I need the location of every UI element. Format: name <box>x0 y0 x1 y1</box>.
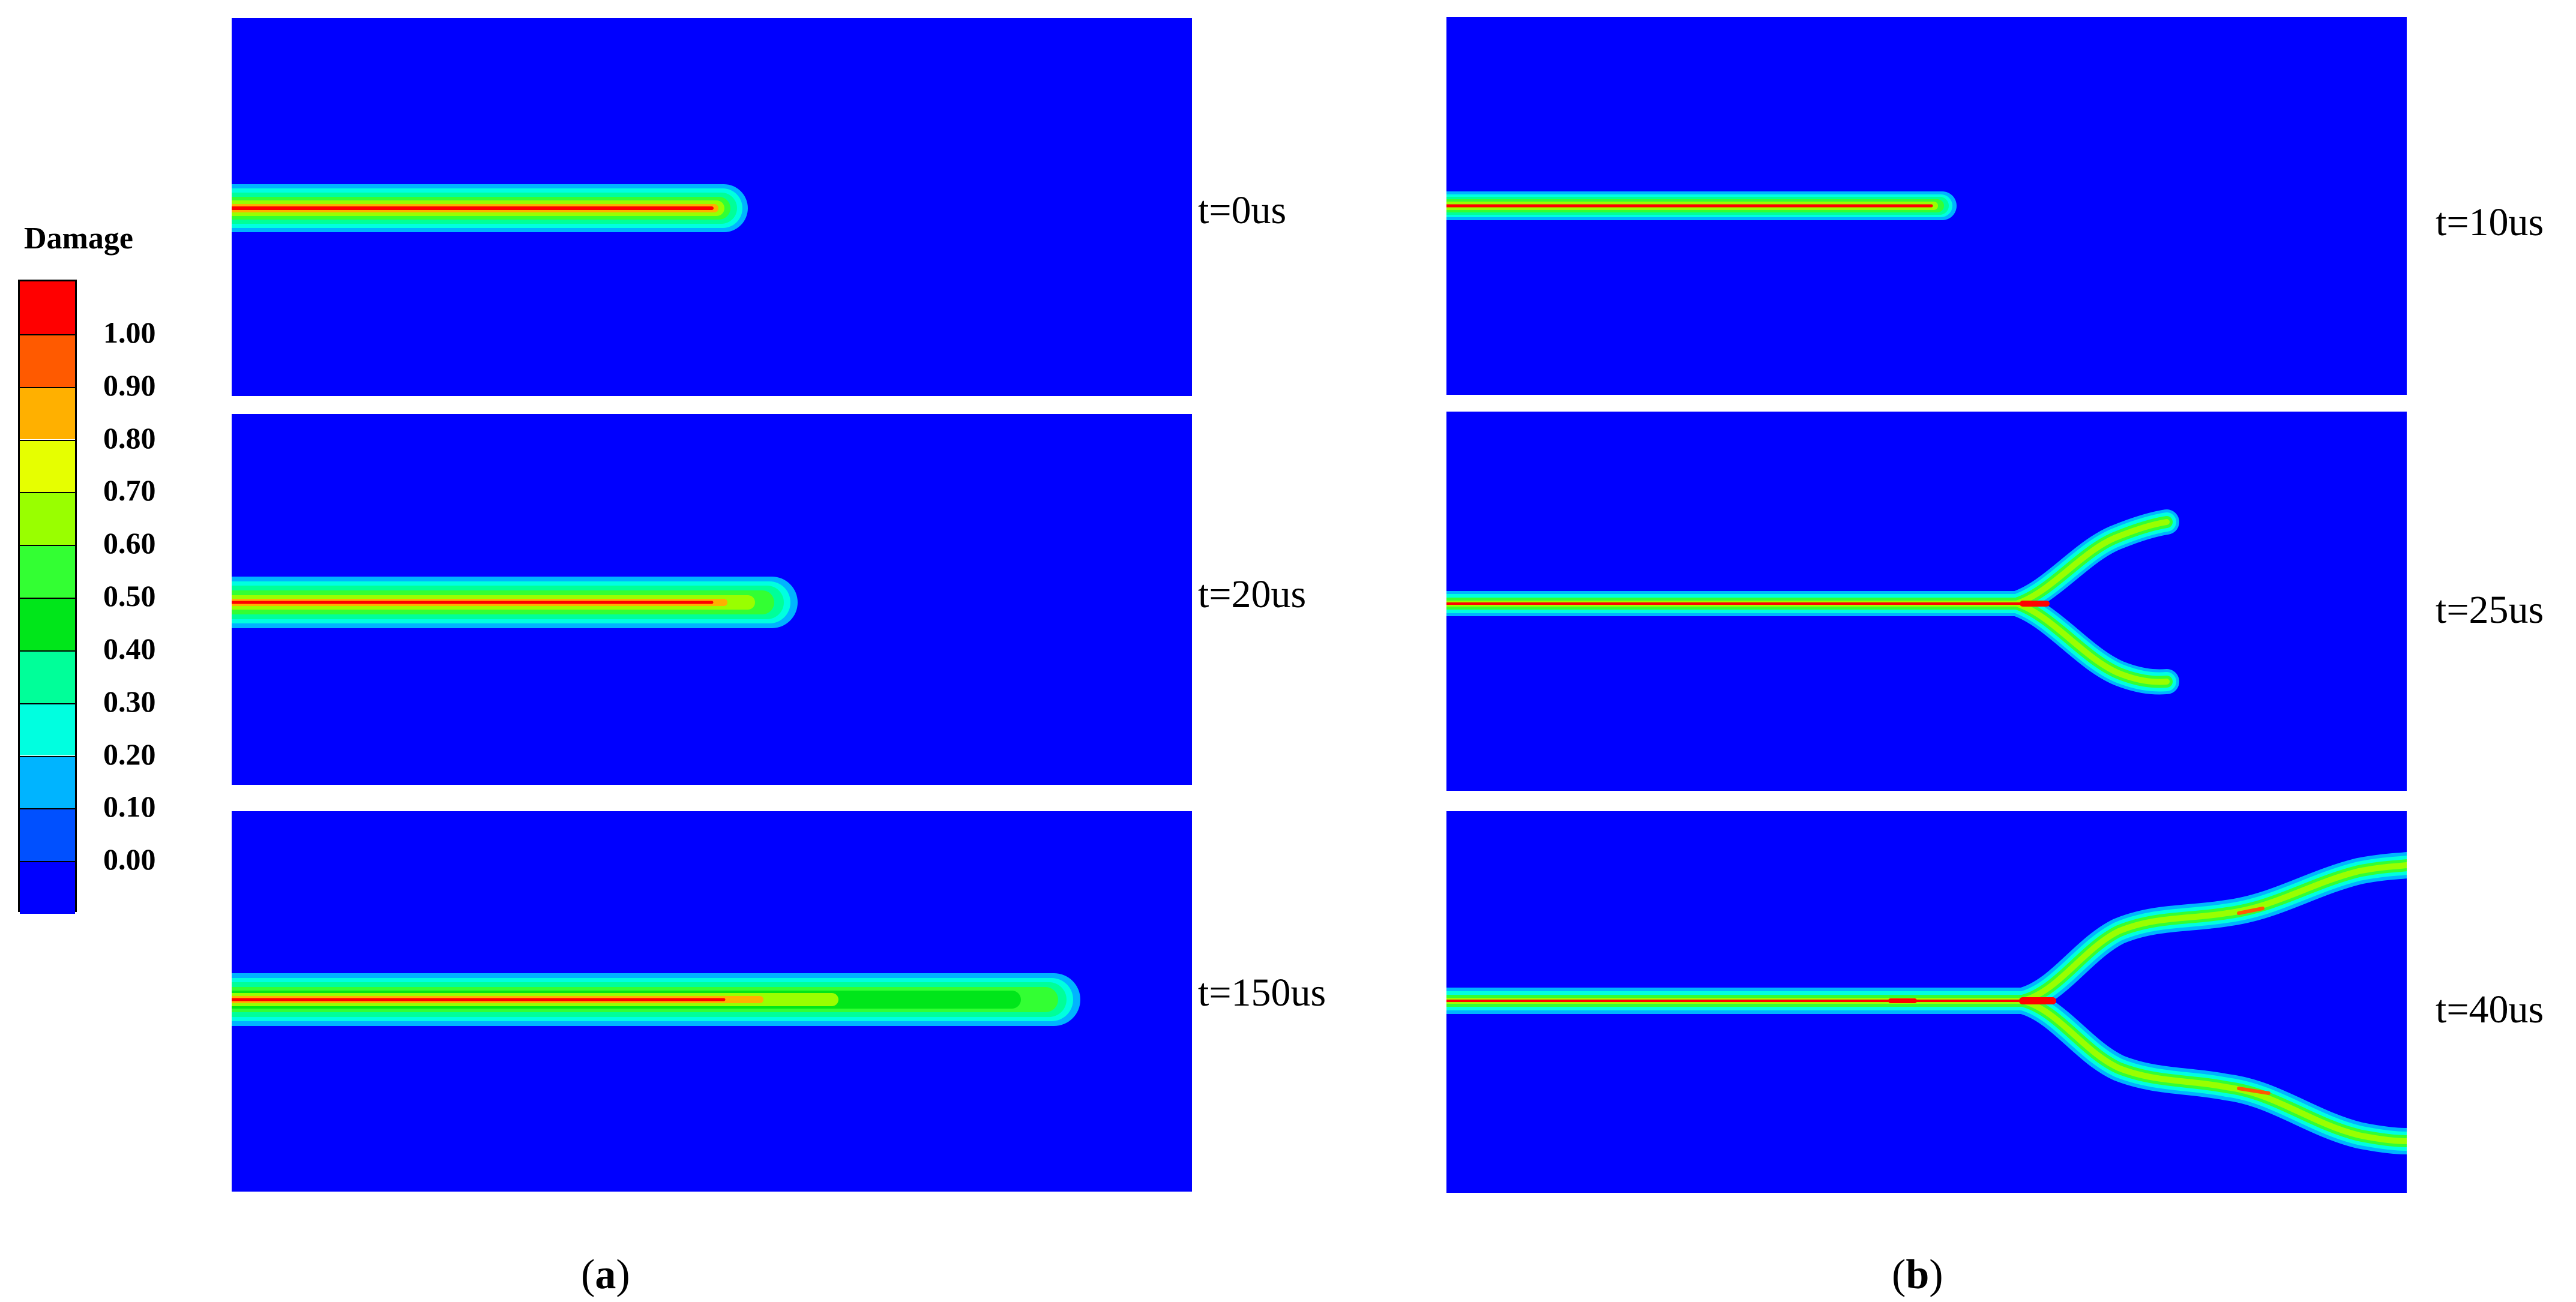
legend-swatch <box>20 545 75 598</box>
legend-swatch <box>20 861 75 914</box>
caption-b: (b) <box>1892 1252 1943 1298</box>
legend-tick-label: 0.60 <box>103 526 156 560</box>
legend-tick-label: 1.00 <box>103 315 156 349</box>
time-label-a2: t=20us <box>1198 572 1307 616</box>
legend-tick-label: 0.50 <box>103 579 156 613</box>
legend-tick-label: 0.90 <box>103 368 156 402</box>
legend-tick-label: 0.40 <box>103 631 156 665</box>
crack-b2-branching <box>1446 509 2179 695</box>
legend-swatch <box>20 439 75 493</box>
legend-tick-label: 0.30 <box>103 684 156 718</box>
legend-swatch <box>20 755 75 809</box>
caption-a: (a) <box>581 1252 630 1298</box>
legend-swatch <box>20 598 75 650</box>
legend-swatch <box>20 492 75 545</box>
legend-color-bar <box>18 280 77 914</box>
time-label-b1: t=10us <box>2436 200 2544 244</box>
time-label-b2: t=25us <box>2436 588 2544 632</box>
legend-tick-label: 0.80 <box>103 421 156 455</box>
damage-field-panel-a3 <box>232 811 1192 1192</box>
legend-swatch <box>20 281 75 334</box>
damage-legend: Damage 1.00 0.90 0.80 0.70 0.60 0.50 0.40 0.30 0… <box>0 221 192 935</box>
legend-swatch <box>20 334 75 387</box>
time-label-a1: t=0us <box>1198 188 1287 232</box>
damage-field-panel-a1 <box>232 18 1192 396</box>
damage-field-panel-b2 <box>1446 412 2407 791</box>
legend-swatch <box>20 808 75 862</box>
legend-swatch <box>20 386 75 440</box>
time-label-a3: t=150us <box>1198 971 1326 1015</box>
crack-b3-branching <box>1446 852 2407 1154</box>
legend-tick-label: 0.20 <box>103 737 156 771</box>
legend-title: Damage <box>24 221 133 256</box>
legend-tick-label: 0.70 <box>103 473 156 508</box>
legend-swatch <box>20 703 75 756</box>
damage-field-panel-a2 <box>232 414 1192 785</box>
legend-tick-label: 0.00 <box>103 842 156 877</box>
legend-tick-label: 0.10 <box>103 790 156 824</box>
time-label-b3: t=40us <box>2436 988 2544 1031</box>
legend-swatch <box>20 650 75 703</box>
damage-field-panel-b1 <box>1446 17 2407 395</box>
damage-field-panel-b3 <box>1446 811 2407 1193</box>
